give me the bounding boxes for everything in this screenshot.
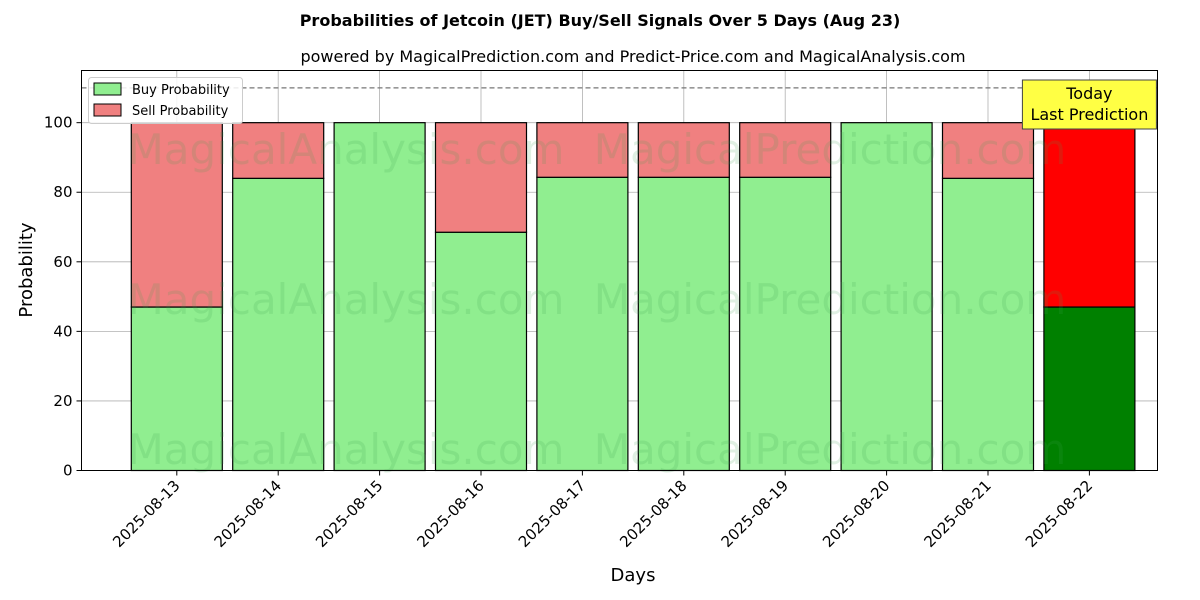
sell-bar [130,122,223,308]
watermark-text: MagicalAnalysis.com [128,275,565,324]
sell-bar [536,122,629,178]
buy-bar [637,176,730,472]
y-axis: 0 20 40 60 80 100 [44,114,82,480]
y-tick-label: 60 [53,253,72,271]
watermark-text: MagicalAnalysis.com [128,125,565,174]
x-tick-label: 2025-08-20 [819,477,893,551]
legend-box [88,77,243,124]
buy-bar [130,306,223,472]
buy-bar [840,122,933,472]
y-tick-label: 100 [44,114,73,132]
sell-bar [232,122,325,179]
x-axis: 2025-08-13 2025-08-14 2025-08-15 2025-08-16… [109,470,1096,551]
y-tick-label: 40 [53,322,72,340]
sell-bar [739,122,832,178]
buy-bar [333,122,426,472]
annotation-line-last-prediction: Last Prediction [1030,105,1148,124]
x-tick-label: 2025-08-15 [312,477,386,551]
watermarks: MagicalAnalysis.com MagicalPrediction.com… [128,125,1067,474]
y-axis-label: Probability [16,222,37,317]
annotation-box [1021,79,1157,130]
buy-bar [1043,306,1136,472]
watermark-text: MagicalAnalysis.com [128,425,565,474]
today-annotation: Today Last Prediction [1021,79,1157,130]
x-tick-label: 2025-08-16 [413,477,487,551]
chart-subtitle: powered by MagicalPrediction.com and Pre… [300,47,965,66]
x-tick-label: 2025-08-18 [616,477,690,551]
bars [130,122,1136,472]
buy-bar [739,176,832,472]
x-tick-label: 2025-08-22 [1022,477,1096,551]
x-tick-label: 2025-08-17 [515,477,589,551]
annotation-line-today: Today [1065,84,1112,103]
sell-bar [1043,122,1136,308]
x-axis-label: Days [611,565,656,586]
legend-swatch-sell [93,103,122,117]
legend-label-buy: Buy Probability [132,83,230,98]
y-tick-label: 0 [63,462,73,480]
watermark-text: MagicalPrediction.com [594,125,1067,174]
x-tick-label: 2025-08-13 [109,477,183,551]
plot-frame [81,70,1158,471]
sell-bar [637,122,730,178]
y-tick-label: 80 [53,183,72,201]
sell-bar [941,122,1035,179]
x-tick-label: 2025-08-19 [718,477,792,551]
legend-swatch-buy [93,82,122,96]
legend: Buy Probability Sell Probability [88,77,243,124]
watermark-text: MagicalPrediction.com [594,425,1067,474]
chart-title: Probabilities of Jetcoin (JET) Buy/Sell … [300,11,901,30]
buy-bar [941,177,1035,472]
sell-bar [434,122,528,233]
x-tick-label: 2025-08-14 [211,477,285,551]
y-tick-label: 20 [53,392,72,410]
buy-bar [434,231,528,472]
legend-label-sell: Sell Probability [132,104,229,119]
x-tick-label: 2025-08-21 [920,477,994,551]
watermark-text: MagicalPrediction.com [594,275,1067,324]
